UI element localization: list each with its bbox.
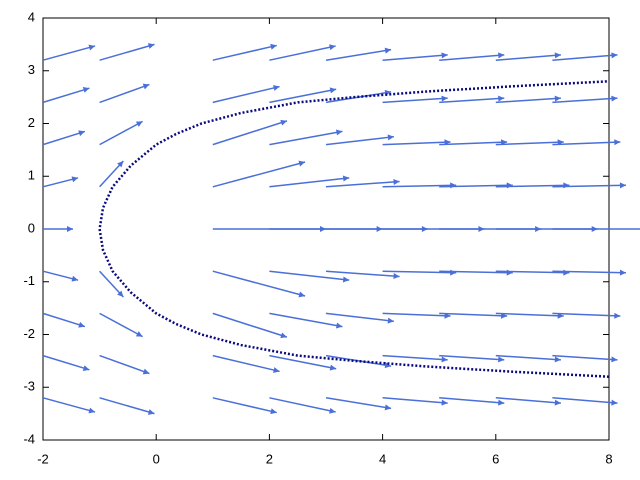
- y-tick-label: -3: [23, 379, 35, 394]
- vector-arrow: [212, 119, 288, 146]
- vector-arrow: [42, 44, 96, 61]
- vector-arrow: [552, 354, 618, 363]
- vector-arrow: [99, 354, 150, 375]
- y-tick-label: -4: [23, 431, 35, 446]
- y-tick-label: -1: [23, 273, 35, 288]
- vector-arrow: [212, 270, 306, 298]
- vector-arrow: [439, 139, 508, 146]
- vector-arrow: [439, 182, 513, 189]
- vector-arrow: [325, 178, 400, 188]
- vector-arrow: [552, 397, 618, 406]
- vector-arrow: [269, 270, 350, 283]
- vector-arrow: [495, 312, 564, 319]
- vector-arrow: [269, 44, 336, 61]
- vector-arrow: [552, 52, 618, 61]
- vector-arrow: [42, 397, 96, 414]
- vector-arrow: [269, 129, 343, 146]
- vector-arrow: [99, 397, 155, 415]
- vector-arrow: [212, 397, 277, 415]
- vector-arrow: [99, 43, 155, 61]
- y-tick-label: 1: [28, 168, 35, 183]
- vector-arrow: [495, 397, 561, 406]
- x-tick-label: -2: [37, 451, 49, 466]
- vector-arrow: [212, 43, 277, 61]
- vector-arrow: [325, 134, 395, 146]
- vector-arrow: [269, 87, 337, 104]
- vector-arrow: [382, 139, 451, 146]
- y-tick-label: 0: [28, 220, 35, 235]
- vector-arrow: [325, 354, 392, 369]
- vector-arrow: [552, 95, 618, 104]
- vector-arrow: [99, 270, 124, 298]
- vector-arrow: [42, 354, 90, 371]
- vector-arrow: [212, 312, 288, 339]
- vector-arrow: [495, 269, 570, 276]
- vector-arrow: [212, 354, 280, 373]
- x-tick-label: 6: [492, 451, 499, 466]
- vector-arrow: [382, 269, 457, 276]
- vector-arrow: [42, 130, 86, 146]
- y-tick-label: 3: [28, 62, 35, 77]
- vector-arrow: [382, 52, 448, 61]
- vector-arrow: [439, 397, 505, 406]
- vector-arrow: [42, 176, 79, 188]
- vector-arrow: [495, 139, 564, 146]
- vector-arrow: [495, 95, 561, 104]
- vector-arrow: [552, 182, 626, 189]
- x-tick-label: 8: [605, 451, 612, 466]
- vector-arrow: [269, 354, 337, 371]
- vector-arrow: [552, 312, 621, 319]
- vector-arrow: [269, 312, 343, 329]
- vector-arrow: [325, 47, 392, 61]
- vector-arrow: [42, 87, 90, 104]
- vector-arrow: [382, 354, 448, 363]
- y-tick-label: 2: [28, 115, 35, 130]
- vector-arrow: [325, 397, 392, 411]
- vector-arrow: [325, 270, 400, 280]
- vector-arrow: [495, 52, 561, 61]
- y-tick-label: -2: [23, 326, 35, 341]
- vector-arrow: [439, 269, 513, 276]
- vector-arrow: [99, 83, 150, 104]
- vector-arrow: [42, 312, 86, 328]
- trajectory: [98, 80, 610, 378]
- vector-arrow: [439, 312, 508, 319]
- vector-arrow: [99, 312, 143, 338]
- vector-arrow: [495, 182, 570, 189]
- vector-arrow: [212, 160, 306, 188]
- vector-arrow: [269, 397, 336, 414]
- vector-arrow: [439, 95, 505, 104]
- vector-arrow: [99, 120, 143, 146]
- vector-arrow: [439, 354, 505, 363]
- x-tick-label: 0: [153, 451, 160, 466]
- vector-arrow: [42, 270, 79, 282]
- vector-arrow: [382, 182, 457, 189]
- vector-arrow: [382, 397, 448, 406]
- vector-arrow: [99, 160, 124, 188]
- y-tick-label: 4: [28, 9, 35, 24]
- vector-arrow: [439, 52, 505, 61]
- x-tick-label: 4: [379, 451, 386, 466]
- vector-arrow: [269, 175, 350, 188]
- vector-arrow: [552, 269, 626, 276]
- x-tick-label: 2: [266, 451, 273, 466]
- vector-arrow: [495, 354, 561, 363]
- vector-arrow: [212, 85, 280, 104]
- vector-arrow: [325, 312, 395, 324]
- vector-arrow: [552, 139, 621, 146]
- vector-arrow: [382, 95, 448, 104]
- vector-arrow: [382, 312, 451, 319]
